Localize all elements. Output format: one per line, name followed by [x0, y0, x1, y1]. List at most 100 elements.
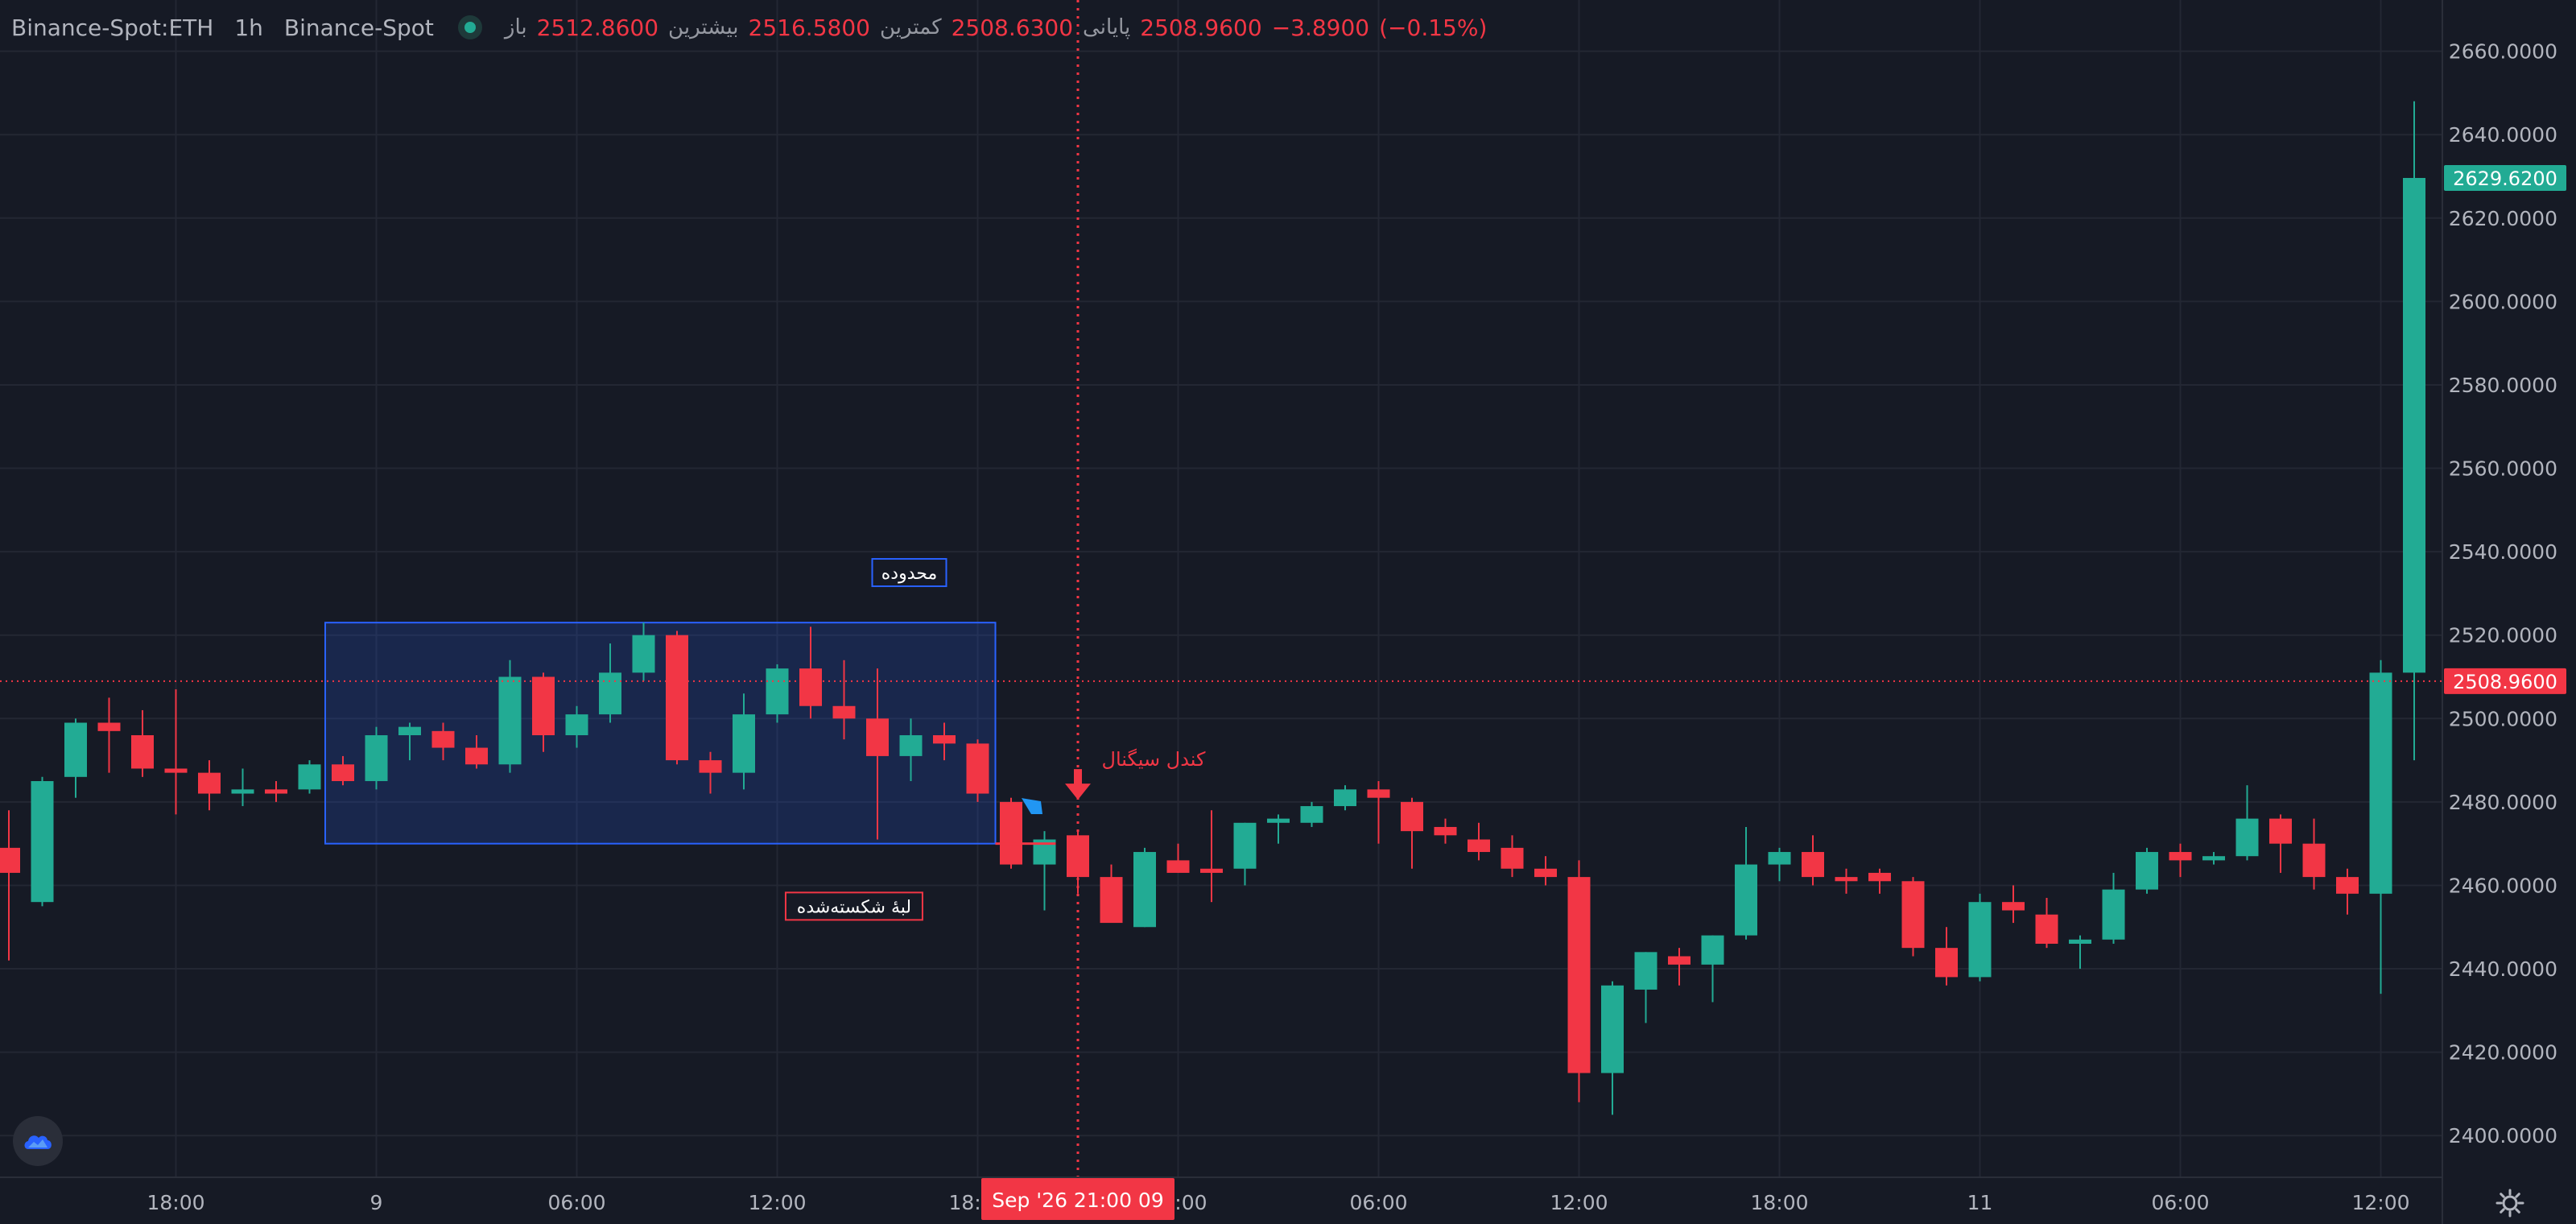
candle	[1434, 818, 1457, 844]
candle	[1334, 785, 1356, 811]
candle-body-up	[1968, 902, 1992, 978]
candle	[2235, 785, 2259, 861]
candle-body-up	[398, 726, 421, 736]
crosshair-time-label: Sep '26 21:00 09	[992, 1189, 1164, 1212]
candle-body-down	[699, 760, 722, 773]
candle-body-down	[1501, 847, 1524, 869]
candle	[465, 735, 488, 769]
price-tick-label: 2540.0000	[2449, 540, 2557, 564]
high-value: 2516.5800	[748, 14, 870, 41]
range-box[interactable]	[324, 622, 997, 845]
candle	[1668, 948, 1690, 986]
signal-candle-label[interactable]: کندل سیگنال	[1102, 748, 1207, 771]
blue-marker-icon	[1022, 798, 1042, 815]
candle	[1233, 822, 1257, 886]
range-label: محدوده	[881, 564, 937, 584]
candle-body-up	[64, 722, 87, 777]
candle	[2336, 868, 2359, 915]
range-box-layer	[324, 622, 997, 845]
candle-body-up	[1634, 952, 1657, 990]
candle-body-down	[164, 768, 188, 773]
candle-body-up	[565, 714, 588, 736]
price-tick-label: 2400.0000	[2449, 1124, 2557, 1148]
close-price-label: 2508.9600	[2444, 668, 2566, 694]
candle	[599, 643, 621, 723]
candle-body-up	[1601, 985, 1624, 1073]
candle-body-down	[1868, 872, 1891, 882]
candle-body-down	[866, 718, 889, 756]
gear-icon[interactable]	[2494, 1187, 2526, 1219]
candle	[1935, 927, 1958, 986]
candle-body-up	[1701, 935, 1724, 965]
candle-body-down	[1668, 956, 1690, 965]
symbol-name[interactable]: Binance-Spot:ETH	[11, 14, 214, 41]
candle-body-down	[1935, 948, 1958, 978]
high-label: بیشترین	[668, 15, 739, 39]
candle	[0, 810, 20, 961]
candle-body-up	[1133, 852, 1156, 928]
candle-body-down	[1200, 868, 1223, 873]
candle	[799, 626, 822, 719]
price-tick-label: 2500.0000	[2449, 707, 2557, 730]
candle	[1401, 797, 1423, 869]
candle-body-down	[198, 772, 221, 794]
candle-body-down	[1434, 826, 1457, 836]
last-price-label: 2629.6200	[2444, 164, 2566, 191]
candle	[265, 780, 287, 802]
time-axis[interactable]: 18:00 9 06:00 12:00 18:00 00:00 06:00 12:00 18:0…	[0, 1176, 2442, 1220]
candle	[2035, 898, 2058, 949]
candle-body-up	[2369, 672, 2392, 894]
range-label-box[interactable]	[871, 558, 947, 588]
cloud-logo-glyph	[24, 1135, 52, 1149]
candle-body-down	[832, 705, 856, 719]
candle	[64, 718, 87, 798]
candle-body-down	[1802, 852, 1824, 878]
candle	[733, 693, 755, 790]
candle	[498, 660, 522, 773]
candle-body-down	[933, 735, 956, 744]
chart-legend: Binance-Spot:ETH 1h Binance-Spot باز 251…	[11, 11, 1487, 43]
broken-edge-label-box[interactable]	[784, 891, 923, 921]
candle-body-down	[966, 743, 989, 794]
candle-body-up	[1233, 822, 1257, 869]
candle	[1367, 780, 1390, 844]
price-tick-label: 2480.0000	[2449, 791, 2557, 814]
candle-body-down	[1901, 881, 1925, 949]
candle-body-down	[532, 676, 555, 736]
candles-layer	[0, 101, 2425, 1115]
ohlc-values: باز 2512.8600 بیشترین 2516.5800 کمترین 2…	[505, 14, 1487, 41]
price-axis[interactable]: 2400.0000 2420.0000 2440.0000 2460.0000 2480…	[2442, 0, 2576, 1224]
candle-body-down	[1166, 860, 1190, 873]
timeframe-label[interactable]: 1h	[234, 14, 263, 41]
candle	[431, 722, 455, 761]
candle-body-up	[231, 789, 254, 794]
overlay-layer: کندل سیگنال محدوده لبهٔ شکسته‌شده	[0, 0, 2442, 1177]
candle-body-down	[332, 764, 354, 781]
close-price-label-bg	[2444, 668, 2566, 694]
close-label: پایانی	[1083, 15, 1131, 39]
candle	[1835, 868, 1858, 894]
candle	[866, 668, 889, 840]
candle	[565, 705, 588, 748]
candle	[1901, 877, 1925, 957]
cloud-logo-icon[interactable]	[13, 1116, 63, 1166]
down-arrow-icon[interactable]	[1065, 769, 1091, 800]
candle-body-down	[2302, 843, 2326, 878]
price-tick-label: 2620.0000	[2449, 207, 2557, 230]
candle	[1200, 810, 1223, 903]
candle-body-down	[666, 635, 688, 761]
candle-body-up	[632, 635, 655, 673]
candle	[1735, 826, 1757, 940]
price-tick-label: 2520.0000	[2449, 624, 2557, 647]
time-tick-label: 18:00	[147, 1191, 204, 1214]
candle-body-up	[1735, 864, 1757, 936]
candle	[1000, 797, 1022, 869]
candle	[31, 776, 54, 907]
candle	[2002, 885, 2025, 924]
time-tick-label: 12:00	[1550, 1191, 1608, 1214]
candle	[832, 660, 856, 740]
candle-body-up	[599, 672, 621, 715]
time-tick-label: 9	[370, 1191, 383, 1214]
candle-body-up	[1300, 806, 1323, 823]
